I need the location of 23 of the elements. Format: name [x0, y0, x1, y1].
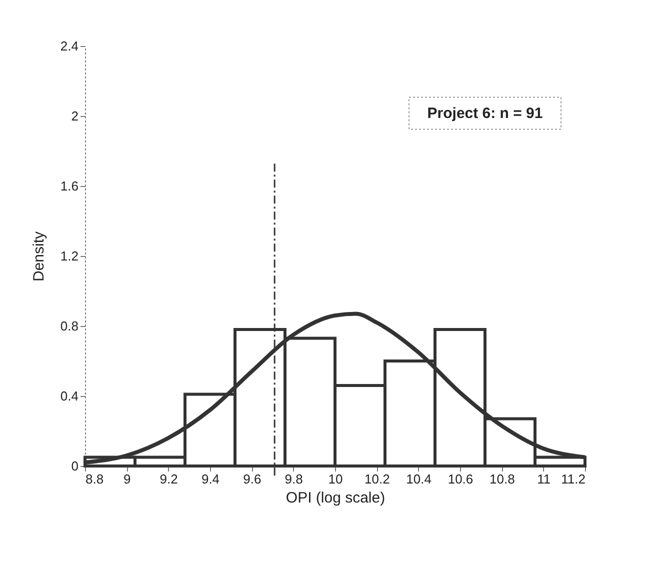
x-tick-label: 9.6 [243, 472, 262, 486]
y-tick-label: 0 [71, 458, 78, 474]
x-tick-label: 10.4 [406, 472, 432, 486]
y-tick-label: 0.4 [60, 388, 78, 404]
y-tick-label: 1.6 [60, 178, 78, 194]
x-tick-label: 10 [328, 472, 343, 486]
x-tick-label: 11.2 [561, 472, 586, 486]
y-tick-label: 0.8 [60, 318, 78, 334]
y-tick-label: 1.2 [60, 248, 78, 264]
annotation: Project 6: n = 91 [427, 105, 543, 122]
y-axis-title: Density [30, 231, 48, 282]
x-axis-title: OPI (log scale) [286, 490, 386, 506]
x-tick-label: 10.2 [364, 472, 390, 486]
x-tick-label: 9.8 [284, 472, 303, 486]
x-tick-label: 11 [537, 472, 551, 486]
x-tick-label: 10.8 [490, 472, 515, 486]
x-tick-label: 8.8 [86, 472, 104, 486]
x-tick-label: 9 [124, 472, 131, 486]
y-tick-label: 2.4 [60, 38, 78, 54]
x-tick-label: 10.6 [448, 472, 474, 486]
y-tick-label: 2 [71, 108, 78, 124]
x-tick-label: 9.4 [201, 472, 220, 486]
x-tick-label: 9.2 [160, 472, 178, 486]
